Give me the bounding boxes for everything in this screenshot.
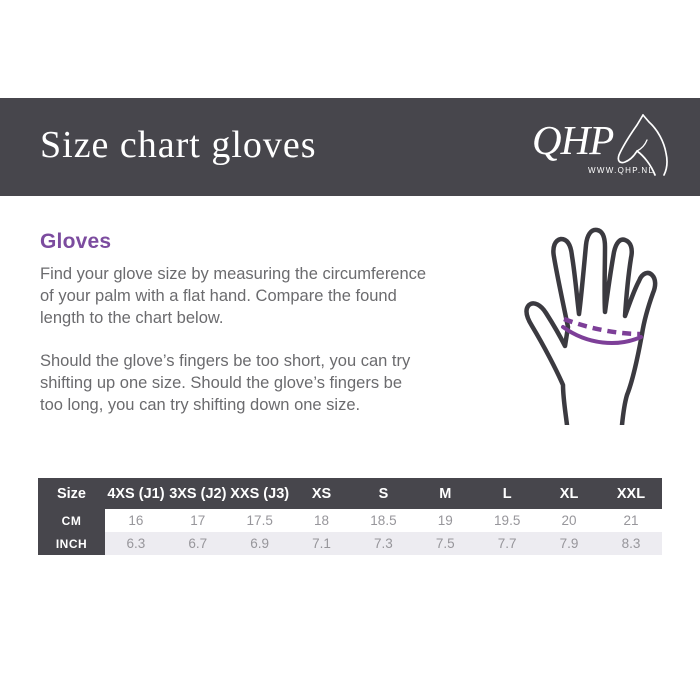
horse-head-icon bbox=[617, 114, 668, 176]
cm-value: 17.5 bbox=[228, 509, 291, 532]
row-label-inch: INCH bbox=[38, 532, 105, 555]
measure-line-solid bbox=[561, 325, 643, 345]
qhp-logo: QHP WWW.QHP.NL bbox=[526, 114, 676, 182]
header-band: Size chart gloves QHP WWW.QHP.NL bbox=[0, 98, 700, 196]
page-title: Size chart gloves bbox=[40, 124, 317, 167]
inch-value: 8.3 bbox=[600, 532, 662, 555]
tip-line: too long, you can try shifting down one … bbox=[40, 396, 361, 414]
tip-line: Should the glove’s fingers be too short,… bbox=[40, 352, 411, 370]
cm-value: 19 bbox=[414, 509, 477, 532]
row-label-cm: CM bbox=[38, 509, 105, 532]
col-header: M bbox=[414, 478, 477, 509]
tip-line: shifting up one size. Should the glove’s… bbox=[40, 374, 403, 392]
section-heading: Gloves bbox=[40, 230, 112, 253]
table-row-inch: INCH 6.3 6.7 6.9 7.1 7.3 7.5 7.7 7.9 8.3 bbox=[38, 532, 662, 555]
col-header: XXS (J3) bbox=[228, 478, 291, 509]
col-header: XXL bbox=[600, 478, 662, 509]
cm-value: 20 bbox=[538, 509, 600, 532]
col-header: 3XS (J2) bbox=[166, 478, 229, 509]
table-row-cm: CM 16 17 17.5 18 18.5 19 19.5 20 21 bbox=[38, 509, 662, 532]
cm-value: 19.5 bbox=[476, 509, 539, 532]
table-header-row: Size 4XS (J1) 3XS (J2) XXS (J3) XS S M L… bbox=[38, 478, 662, 509]
hand-measurement-icon bbox=[507, 213, 699, 428]
tip-paragraph: Should the glove’s fingers be too short,… bbox=[40, 350, 410, 416]
inch-value: 7.9 bbox=[538, 532, 600, 555]
size-table: Size 4XS (J1) 3XS (J2) XXS (J3) XS S M L… bbox=[38, 478, 662, 555]
col-header: XL bbox=[538, 478, 600, 509]
col-header: 4XS (J1) bbox=[105, 478, 167, 509]
cm-value: 16 bbox=[105, 509, 167, 532]
col-header: S bbox=[352, 478, 415, 509]
cm-value: 18 bbox=[290, 509, 353, 532]
intro-line: Find your glove size by measuring the ci… bbox=[40, 265, 427, 283]
col-header: XS bbox=[290, 478, 353, 509]
col-header: L bbox=[476, 478, 539, 509]
inch-value: 7.7 bbox=[476, 532, 539, 555]
inch-value: 6.7 bbox=[166, 532, 229, 555]
measure-line-dashed bbox=[563, 316, 641, 337]
intro-paragraph: Find your glove size by measuring the ci… bbox=[40, 263, 426, 329]
inch-value: 7.3 bbox=[352, 532, 415, 555]
qhp-logo-text: QHP bbox=[532, 117, 614, 163]
cm-value: 17 bbox=[166, 509, 229, 532]
col-header-size: Size bbox=[38, 478, 105, 509]
intro-line: of your palm with a flat hand. Compare t… bbox=[40, 287, 397, 305]
cm-value: 18.5 bbox=[352, 509, 415, 532]
logo-url-text: WWW.QHP.NL bbox=[588, 166, 655, 175]
inch-value: 6.3 bbox=[105, 532, 167, 555]
intro-line: length to the chart below. bbox=[40, 309, 224, 327]
inch-value: 7.5 bbox=[414, 532, 477, 555]
inch-value: 6.9 bbox=[228, 532, 291, 555]
inch-value: 7.1 bbox=[290, 532, 353, 555]
hand-outline bbox=[524, 227, 658, 428]
cm-value: 21 bbox=[600, 509, 662, 532]
